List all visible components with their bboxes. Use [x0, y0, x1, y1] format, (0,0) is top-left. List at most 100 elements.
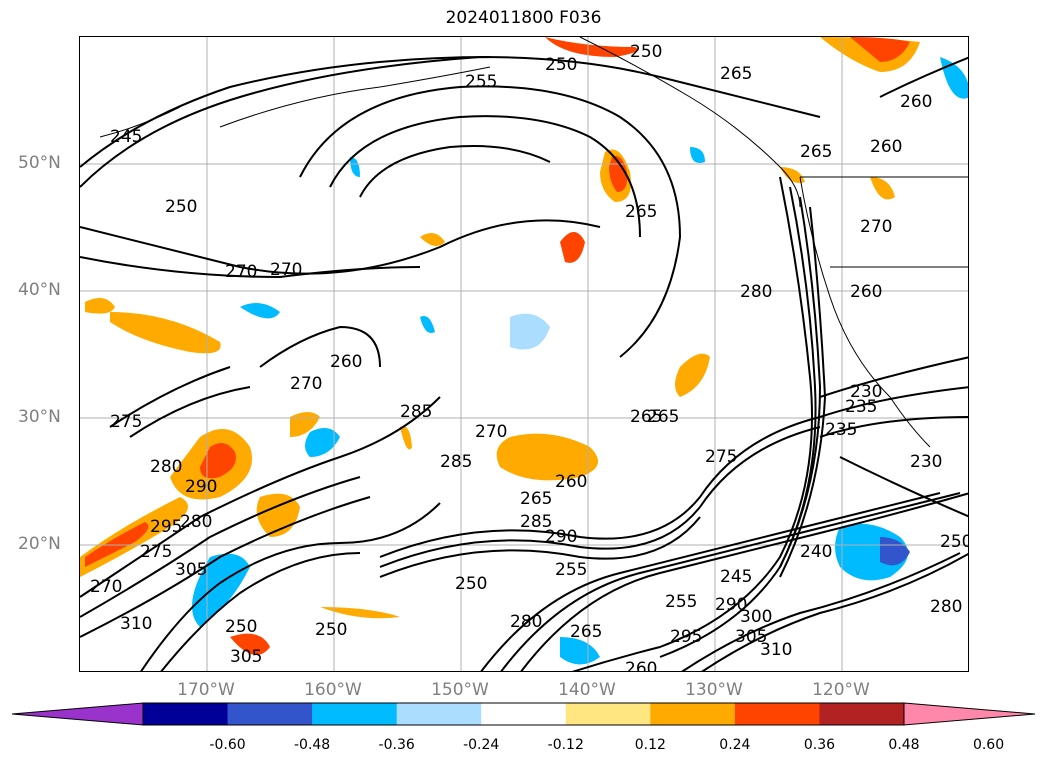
shade-patch	[835, 523, 908, 581]
colorbar-tick-label: -0.24	[463, 737, 500, 753]
contour-label: 280	[930, 597, 962, 617]
contour-label: 260	[900, 92, 932, 112]
colorbar-segment	[227, 703, 313, 725]
colorbar-extend-low	[11, 702, 144, 726]
colorbar	[11, 702, 1036, 726]
coastlines	[99, 37, 968, 448]
map-plot-area: 250 255 250 265 260 245 250 265 260 265 …	[79, 36, 969, 672]
shade-patch	[305, 428, 340, 457]
contour-label: 255	[555, 560, 587, 580]
contour-label: 285	[520, 512, 552, 532]
shade-patch	[320, 607, 400, 619]
colorbar-tick-label: -0.36	[378, 737, 415, 753]
shade-patch	[560, 637, 600, 665]
lat-label-40n: 40°N	[18, 280, 61, 300]
contour-label: 280	[180, 512, 212, 532]
colorbar-tick-label: 0.48	[888, 737, 920, 753]
colorbar-tick-label: 0.12	[634, 737, 666, 753]
contour-label: 240	[800, 542, 832, 562]
contour-label: 265	[520, 489, 552, 509]
lat-label-50n: 50°N	[18, 153, 61, 173]
contour-label: 250	[225, 617, 257, 637]
map-canvas: 250 255 250 265 260 245 250 265 260 265 …	[80, 37, 969, 672]
contour-label: 260	[330, 352, 362, 372]
contour-label: 310	[120, 614, 152, 634]
colorbar-extend-high	[903, 702, 1036, 726]
contour-label: 265	[647, 407, 679, 427]
contour-label-layer: 250 255 250 265 260 245 250 265 260 265 …	[90, 42, 969, 672]
shade-patch	[560, 232, 585, 263]
contour-label: 250	[630, 42, 662, 62]
shade-patch	[420, 316, 435, 333]
lon-label-170w: 170°W	[177, 680, 235, 700]
contour-label: 250	[940, 532, 969, 552]
shade-patch	[880, 537, 910, 566]
contour-label: 275	[705, 447, 737, 467]
contour-label: 235	[845, 397, 877, 417]
colorbar-tick-label: 0.60	[972, 737, 1005, 753]
colorbar-tick-label: 0.36	[803, 737, 836, 753]
contour-label: 235	[825, 420, 857, 440]
contour-label: 285	[400, 402, 432, 422]
contour-label: 250	[545, 55, 577, 75]
contour-label: 270	[270, 260, 302, 280]
contour-label: 300	[740, 607, 772, 627]
contour-label: 265	[800, 142, 832, 162]
contour-label: 290	[185, 477, 217, 497]
shade-patch	[780, 167, 805, 183]
colorbar-segment	[481, 703, 567, 725]
colorbar-segment	[819, 703, 905, 725]
contour-label: 270	[90, 577, 122, 597]
contour-label: 255	[465, 72, 497, 92]
contour-label: 250	[315, 620, 347, 640]
contour-label: 285	[440, 452, 472, 472]
contour-label: 295	[150, 517, 182, 537]
contour-label: 265	[630, 407, 662, 427]
contour-label: 265	[720, 64, 752, 84]
colorbar-tick-label: 0.24	[719, 737, 751, 753]
shade-patch	[675, 353, 710, 397]
lat-label-20n: 20°N	[18, 534, 61, 554]
contour-label: 305	[735, 627, 767, 647]
shade-patch	[420, 233, 445, 246]
contour-label: 270	[290, 374, 322, 394]
contour-label: 270	[860, 217, 892, 237]
contour-label: 290	[545, 527, 577, 547]
colorbar-tick-label: -0.12	[547, 737, 584, 753]
shade-patch	[240, 303, 280, 319]
shade-patch	[850, 37, 910, 62]
contour-label: 310	[760, 640, 792, 660]
contour-label: 260	[625, 659, 657, 672]
shade-patch	[85, 298, 115, 314]
shading-layer	[80, 37, 968, 665]
contour-label: 260	[850, 282, 882, 302]
shade-patch	[200, 443, 236, 479]
chart-title: 2024011800 F036	[445, 8, 602, 28]
contour-label: 265	[570, 622, 602, 642]
contour-label: 245	[110, 127, 142, 147]
contour-label: 275	[140, 542, 172, 562]
colorbar-segment	[650, 703, 736, 725]
contour-label: 290	[715, 595, 747, 615]
colorbar-segment	[396, 703, 482, 725]
colorbar-segment	[143, 703, 229, 725]
contour-label: 250	[165, 197, 197, 217]
colorbar-tick-label: -0.48	[293, 737, 331, 753]
shade-patch	[400, 426, 412, 450]
shade-patch	[510, 313, 550, 350]
contour-label: 280	[510, 612, 542, 632]
lon-label-140w: 140°W	[558, 680, 616, 700]
lon-label-150w: 150°W	[431, 680, 489, 700]
lon-label-160w: 160°W	[304, 680, 362, 700]
contour-label: 270	[225, 262, 257, 282]
shade-patch	[110, 312, 221, 354]
contour-label: 250	[455, 574, 487, 594]
contour-label: 280	[740, 282, 772, 302]
contour-label: 305	[175, 560, 207, 580]
lat-label-30n: 30°N	[18, 407, 61, 427]
contour-label: 230	[910, 452, 942, 472]
contour-label: 270	[475, 422, 507, 442]
shade-patch	[230, 633, 270, 655]
shade-patch	[545, 37, 638, 57]
contour-label: 280	[150, 457, 182, 477]
